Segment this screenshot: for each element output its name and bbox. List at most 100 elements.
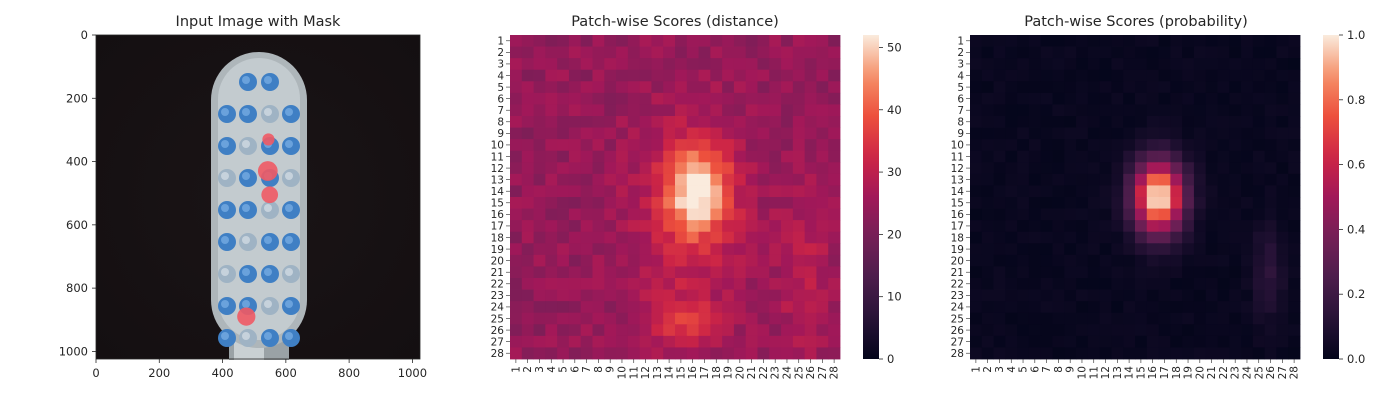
heatmap-cell (1028, 116, 1042, 128)
y-tick-label: 7 (957, 105, 964, 117)
heatmap-cell (604, 58, 617, 71)
heatmap-cell (568, 92, 582, 105)
heatmap-cell (981, 197, 994, 209)
heatmap-cell (698, 289, 711, 302)
heatmap-cell (545, 254, 558, 267)
heatmap-cell (1264, 289, 1277, 302)
heatmap-cell (568, 197, 582, 209)
heatmap-cell (722, 197, 735, 209)
heatmap-cell (1158, 185, 1171, 198)
heatmap-cell (545, 208, 558, 221)
heatmap-cell (710, 35, 723, 47)
heatmap-cell (993, 139, 1006, 152)
heatmap-cell (592, 208, 605, 221)
y-tick-label: 3 (957, 59, 964, 71)
y-tick-label: 600 (66, 218, 88, 232)
heatmap-cell (769, 208, 782, 221)
x-tick-label: 1 (970, 366, 982, 373)
heatmap-cell (804, 46, 817, 59)
heatmap-cell (1076, 69, 1089, 82)
heatmap-cell (686, 220, 699, 233)
x-tick-label: 12 (1100, 366, 1112, 379)
toothbrush-head (211, 52, 307, 360)
heatmap-cell (769, 243, 782, 256)
heatmap-cell (663, 173, 676, 186)
heatmap-cell (592, 197, 605, 209)
heatmap-cell (545, 139, 558, 152)
heatmap-cell (698, 231, 711, 244)
heatmap-cell (1017, 58, 1030, 71)
heatmap-cell (1241, 208, 1254, 221)
heatmap-cell (1193, 301, 1207, 314)
heatmap-cell (1229, 69, 1242, 82)
heatmap-cell (545, 116, 558, 128)
heatmap-cell (722, 324, 735, 337)
heatmap-cell (781, 347, 794, 360)
heatmap-cell (1146, 150, 1159, 163)
heatmap-cell (1052, 127, 1065, 140)
heatmap-cell (557, 35, 570, 47)
heatmap-cell (816, 312, 829, 325)
heatmap-cell (1123, 301, 1136, 314)
heatmap-cell (568, 335, 582, 348)
heatmap-cell (1087, 278, 1101, 290)
heatmap-cell (757, 208, 770, 221)
heatmap-cell (592, 324, 605, 337)
heatmap-cell (1229, 139, 1242, 152)
heatmap-cell (1076, 278, 1089, 290)
heatmap-cell (1252, 289, 1266, 302)
heatmap-cell (769, 173, 782, 186)
x-tick-label: 1 (510, 366, 522, 373)
heatmap-cell (1264, 220, 1277, 233)
heatmap-cell (1146, 243, 1159, 256)
heatmap-cell (1205, 127, 1218, 140)
x-tick-label: 16 (1147, 366, 1159, 380)
heatmap-cell (970, 266, 983, 279)
heatmap-cell (1017, 335, 1030, 348)
heatmap-cell (828, 81, 841, 94)
heatmap-cell (1146, 81, 1159, 94)
heatmap-cell (1276, 231, 1289, 244)
heatmap-cell (616, 312, 629, 325)
heatmap-cell (1193, 35, 1207, 47)
heatmap-cell (1064, 324, 1077, 337)
heatmap-cell (804, 185, 817, 198)
distance-heatmap-panel: Patch-wise Scores (distance) 12345678910… (491, 14, 902, 379)
heatmap-cell (580, 243, 593, 256)
heatmap-cell (733, 278, 747, 290)
heatmap-cell (545, 35, 558, 47)
heatmap-cell (533, 301, 546, 314)
heatmap-cell (1170, 139, 1183, 152)
heatmap-cell (1158, 347, 1171, 360)
heatmap-cell (616, 104, 629, 117)
heatmap-cell (616, 324, 629, 337)
heatmap-cell (745, 162, 758, 175)
heatmap-cell (1276, 278, 1289, 290)
heatmap-cell (604, 208, 617, 221)
heatmap-cell (1205, 208, 1218, 221)
heatmap-cell (816, 347, 829, 360)
heatmap-cell (1076, 46, 1089, 59)
heatmap-cell (1052, 208, 1065, 221)
heatmap-cell (769, 289, 782, 302)
heatmap-cell (604, 220, 617, 233)
chart-title: Input Image with Mask (176, 14, 341, 30)
heatmap-cell (521, 347, 534, 360)
heatmap-cell (1135, 127, 1148, 140)
heatmap-cell (1205, 104, 1218, 117)
heatmap-cell (580, 46, 593, 59)
heatmap-cell (981, 162, 994, 175)
heatmap-cell (686, 69, 699, 82)
heatmap-cell (781, 254, 794, 267)
heatmap-cell (1264, 301, 1277, 314)
heatmap-cell (580, 289, 593, 302)
heatmap-cell (651, 116, 664, 128)
heatmap-cell (981, 150, 994, 163)
colorbar-tick-label: 0.8 (1347, 93, 1365, 107)
colorbar-tick-label: 0 (887, 352, 894, 366)
heatmap-cell (651, 289, 664, 302)
heatmap-cell (1087, 92, 1101, 105)
heatmap-cell (722, 254, 735, 267)
x-tick-label: 25 (1253, 366, 1265, 379)
heatmap-cell (1076, 104, 1089, 117)
